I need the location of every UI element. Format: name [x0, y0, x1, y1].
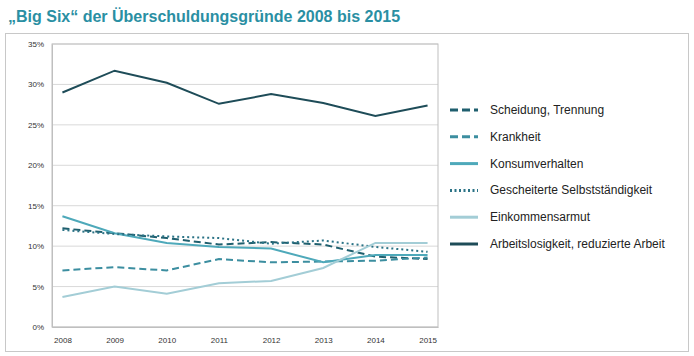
y-tick-label: 5% — [32, 283, 44, 292]
y-tick: 20% — [28, 161, 52, 170]
x-tick: 2015 — [419, 327, 437, 345]
grid-line — [52, 205, 438, 206]
legend-swatch — [450, 243, 478, 246]
y-tick: 0% — [32, 323, 52, 332]
y-tick: 10% — [28, 242, 52, 251]
chart-frame — [6, 34, 689, 352]
x-axis-line — [53, 327, 439, 328]
grid — [52, 44, 438, 327]
title: „Big Six“ der Überschuldungsgründe 2008 … — [8, 7, 400, 25]
grid-line — [52, 124, 438, 125]
y-tick-label: 20% — [28, 161, 44, 170]
x-tick-label: 2011 — [211, 336, 229, 345]
chart: „Big Six“ der Überschuldungsgründe 2008 … — [0, 0, 694, 356]
x-tick: 2010 — [158, 327, 176, 345]
grid-line — [52, 165, 438, 166]
x-tick-label: 2009 — [106, 336, 124, 345]
series-line — [62, 230, 427, 252]
legend: Scheidung, Trennung Krankheit Konsumverhal… — [450, 103, 665, 251]
series-line — [62, 257, 427, 270]
legend-swatch — [450, 189, 478, 192]
legend-label: Einkommensarmut — [490, 210, 591, 224]
y-axis: 0% 5% 10% 15% 20% 25% 30% 35% — [28, 40, 53, 332]
x-tick: 2013 — [315, 327, 333, 345]
y-tick: 35% — [28, 40, 52, 49]
y-tick: 15% — [28, 202, 52, 211]
y-tick: 5% — [32, 283, 52, 292]
plot-frame — [52, 44, 438, 327]
x-tick-label: 2010 — [158, 336, 176, 345]
x-tick-label: 2013 — [315, 336, 333, 345]
legend-label: Arbeitslosigkeit, reduzierte Arbeit — [490, 237, 665, 251]
y-tick-label: 30% — [28, 80, 44, 89]
lines — [62, 71, 427, 297]
x-tick-label: 2012 — [263, 336, 281, 345]
legend-swatch — [450, 162, 478, 165]
y-tick-label: 25% — [28, 121, 44, 130]
legend-swatch — [450, 135, 478, 138]
grid-line — [52, 246, 438, 247]
x-tick: 2008 — [54, 327, 72, 345]
x-axis: 2008 2009 2010 2011 2012 2013 2014 2015 — [53, 327, 439, 345]
grid-line — [52, 84, 438, 85]
x-tick-label: 2014 — [367, 336, 385, 345]
x-tick: 2011 — [211, 327, 229, 345]
y-axis-line — [52, 45, 53, 328]
y-tick: 30% — [28, 80, 52, 89]
x-tick-label: 2015 — [419, 336, 437, 345]
x-tick-label: 2008 — [54, 336, 72, 345]
y-tick-label: 35% — [28, 40, 44, 49]
legend-label: Krankheit — [490, 130, 541, 144]
x-tick: 2009 — [106, 327, 124, 345]
y-tick-label: 15% — [28, 202, 44, 211]
series-line — [62, 243, 427, 297]
series-line — [62, 71, 427, 116]
y-tick-label: 10% — [28, 242, 44, 251]
legend-swatch — [450, 109, 478, 112]
series-line — [62, 216, 427, 262]
legend-swatch — [450, 216, 478, 219]
legend-label: Scheidung, Trennung — [490, 103, 604, 117]
y-tick-label: 0% — [32, 323, 44, 332]
legend-label: Konsumverhalten — [490, 157, 583, 171]
legend-label: Gescheiterte Selbstständigkeit — [490, 183, 653, 197]
x-tick: 2014 — [367, 327, 385, 345]
x-tick: 2012 — [263, 327, 281, 345]
y-tick: 25% — [28, 121, 52, 130]
